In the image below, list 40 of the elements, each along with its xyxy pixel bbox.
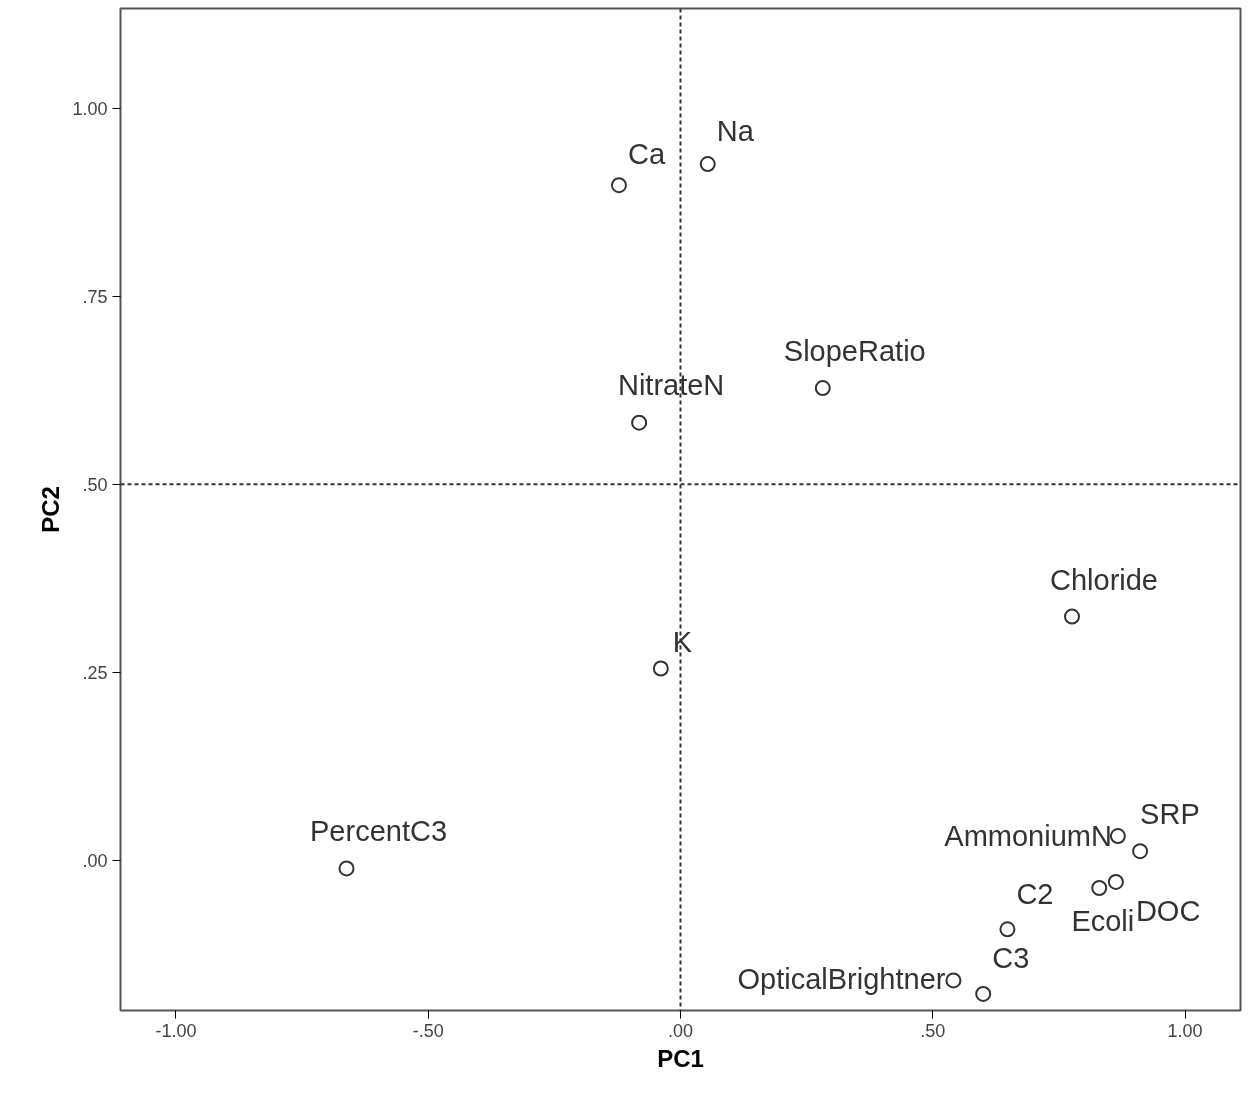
y-tick-label: .00: [82, 850, 108, 871]
x-tick-label: .50: [920, 1020, 946, 1041]
point: [945, 972, 962, 989]
data-label: SRP: [1140, 798, 1200, 831]
point: [610, 177, 627, 194]
point: [814, 380, 831, 397]
x-tick-label: -.50: [412, 1020, 444, 1041]
data-label: OpticalBrightner: [737, 963, 946, 996]
data-label: Na: [716, 115, 755, 148]
data-label: Ca: [627, 138, 666, 171]
y-tick-label: .25: [82, 662, 108, 683]
y-axis-title: PC2: [37, 486, 65, 533]
point: [1132, 843, 1149, 860]
point: [338, 860, 355, 877]
point: [1064, 608, 1080, 625]
x-tick-label: .00: [667, 1020, 694, 1041]
data-label: K: [672, 626, 693, 659]
point: [1107, 873, 1124, 890]
x-tick-label: -1.00: [155, 1020, 197, 1041]
data-label: C3: [992, 941, 1030, 974]
point: [631, 414, 648, 431]
y-tick-label: .75: [82, 286, 108, 307]
x-tick-label: 1.00: [1167, 1020, 1203, 1041]
point: [652, 660, 669, 677]
point: [1091, 879, 1108, 896]
data-label: DOC: [1135, 894, 1201, 927]
data-label: NitrateN: [617, 368, 725, 401]
data-label: Chloride: [1050, 563, 1158, 596]
y-tick-label: .50: [82, 474, 108, 495]
data-label: Ecoli: [1071, 904, 1135, 937]
data-label: C2: [1016, 878, 1054, 911]
point: [975, 985, 992, 1002]
x-axis-title: PC1: [657, 1044, 704, 1072]
data-label: SlopeRatio: [783, 335, 926, 368]
point: [999, 921, 1016, 938]
point: [699, 156, 716, 173]
point: [1109, 828, 1126, 845]
data-label: AmmoniumN: [944, 820, 1112, 853]
data-label: PercentC3: [310, 815, 448, 848]
y-tick-label: 1.00: [72, 98, 108, 119]
